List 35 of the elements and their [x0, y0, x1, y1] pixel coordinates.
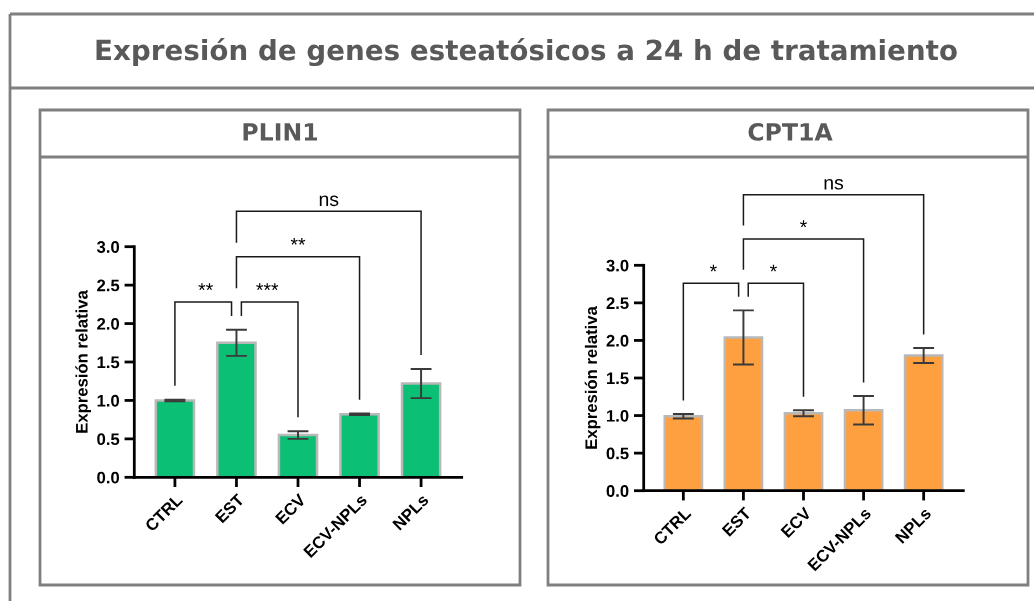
annotation: *** — [256, 283, 279, 291]
annotation: ** — [198, 283, 213, 291]
y-tick-label: 0.0 — [606, 485, 629, 497]
text: ns — [319, 195, 339, 207]
y-axis-title: Expresión relativa — [584, 306, 601, 449]
y-tick-label: 0.0 — [97, 471, 120, 484]
bar — [400, 382, 442, 478]
bar — [663, 415, 704, 491]
y-tick-label: 0.5 — [606, 447, 629, 460]
bar — [843, 409, 884, 491]
annotation: * — [769, 264, 777, 272]
bar — [903, 354, 944, 491]
text: Expresión de genes esteatósicos a 24 h de tratamiento — [96, 37, 957, 67]
y-tick-label: 1.0 — [97, 394, 120, 407]
y-tick-label: 1.0 — [607, 409, 629, 422]
y-tick-label: 0.5 — [97, 433, 120, 446]
y-tick-label: 3.0 — [606, 259, 629, 272]
y-tick-label: 1.5 — [607, 372, 629, 385]
bar — [154, 399, 196, 478]
y-tick-label: 2.5 — [97, 279, 120, 292]
y-tick-label: 2.5 — [606, 297, 629, 310]
chart-title: CPT1A — [748, 122, 833, 141]
y-tick-label: 2.0 — [606, 334, 629, 347]
y-tick-label: 1.5 — [97, 356, 120, 369]
bar — [277, 433, 319, 478]
chart-title: PLIN1 — [243, 123, 318, 141]
text: ns — [824, 178, 844, 190]
text: * — [800, 220, 807, 228]
y-tick-label: 2.0 — [97, 317, 120, 330]
y-axis-title: Expresión relativa — [75, 290, 91, 433]
text: ** — [290, 237, 306, 245]
bar — [783, 412, 824, 491]
y-tick-label: 3.0 — [96, 241, 120, 253]
annotation: * — [709, 264, 717, 272]
bar — [339, 413, 380, 478]
